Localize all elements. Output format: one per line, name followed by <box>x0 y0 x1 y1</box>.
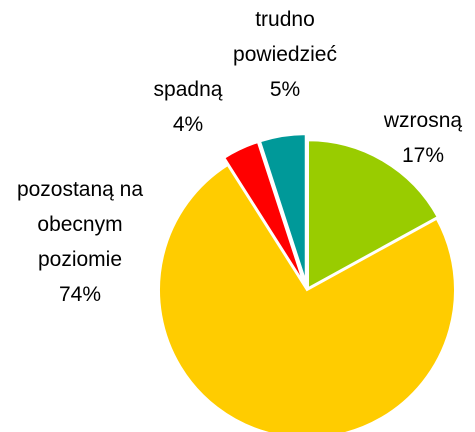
slice-label: trudno powiedzieć 5% <box>213 2 358 107</box>
value-label: 5% <box>269 78 301 101</box>
category-label: wzrosną <box>383 109 463 132</box>
value-label: 74% <box>58 283 102 306</box>
slice-label: wzrosną 17% <box>368 103 475 173</box>
pie-slice <box>258 133 307 283</box>
slice-label: spadną 4% <box>138 72 238 142</box>
slice-label: pozostaną na obecnym poziomie 74% <box>0 172 163 312</box>
category-label: spadną <box>153 78 223 101</box>
pie-slice <box>158 163 456 432</box>
value-label: 4% <box>172 113 204 136</box>
pie-slice <box>222 140 305 284</box>
category-label: trudno powiedzieć <box>233 8 337 66</box>
category-label: pozostaną na obecnym poziomie <box>16 178 144 271</box>
pie-slice <box>307 139 440 290</box>
value-label: 17% <box>401 144 445 167</box>
